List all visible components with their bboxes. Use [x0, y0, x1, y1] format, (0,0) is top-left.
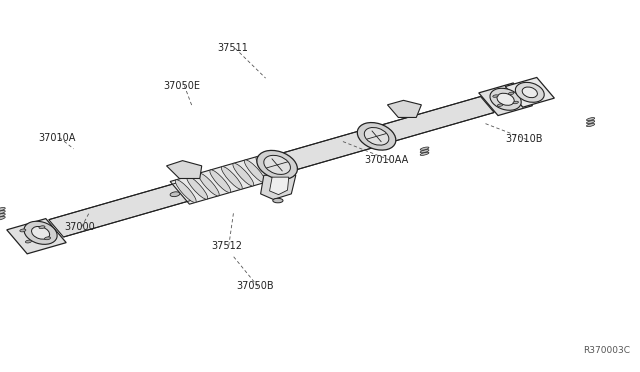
Bar [377, 96, 494, 142]
Ellipse shape [187, 176, 208, 199]
Ellipse shape [257, 150, 298, 179]
Bar [479, 83, 532, 116]
Ellipse shape [0, 208, 5, 211]
Ellipse shape [586, 121, 595, 124]
Ellipse shape [26, 240, 31, 243]
Bar [275, 130, 376, 172]
Ellipse shape [515, 82, 544, 102]
Ellipse shape [0, 211, 5, 214]
Ellipse shape [497, 104, 503, 106]
Polygon shape [260, 175, 296, 199]
Ellipse shape [586, 118, 595, 121]
Text: 37050B: 37050B [237, 282, 275, 291]
Ellipse shape [357, 122, 396, 150]
Ellipse shape [420, 152, 429, 155]
Ellipse shape [273, 198, 283, 203]
Ellipse shape [170, 192, 180, 197]
Text: 37010B: 37010B [506, 135, 543, 144]
Bar [7, 219, 66, 254]
Ellipse shape [420, 147, 429, 150]
Ellipse shape [586, 124, 595, 126]
Bar [170, 155, 282, 204]
Ellipse shape [364, 128, 389, 145]
Text: 37511: 37511 [218, 44, 248, 53]
Ellipse shape [493, 95, 498, 97]
Ellipse shape [45, 237, 51, 240]
Ellipse shape [210, 170, 231, 193]
Ellipse shape [522, 87, 538, 98]
Ellipse shape [0, 217, 5, 220]
Ellipse shape [420, 150, 429, 153]
Ellipse shape [31, 227, 50, 239]
Text: 37010A: 37010A [38, 133, 76, 142]
Polygon shape [387, 100, 421, 118]
Polygon shape [166, 161, 202, 179]
Ellipse shape [198, 173, 220, 196]
Ellipse shape [497, 93, 515, 105]
Ellipse shape [39, 226, 45, 229]
Ellipse shape [264, 155, 291, 174]
Ellipse shape [513, 101, 518, 104]
Ellipse shape [24, 221, 57, 244]
Bar [505, 77, 554, 107]
Ellipse shape [233, 163, 254, 186]
Ellipse shape [244, 160, 266, 183]
Text: 37010AA: 37010AA [365, 155, 409, 165]
Ellipse shape [175, 180, 196, 202]
Ellipse shape [221, 167, 243, 189]
Ellipse shape [256, 157, 277, 179]
Ellipse shape [0, 214, 5, 217]
Polygon shape [269, 177, 289, 195]
Ellipse shape [20, 229, 26, 232]
Bar [49, 182, 194, 237]
Ellipse shape [508, 92, 514, 94]
Text: 37512: 37512 [211, 241, 242, 250]
Ellipse shape [490, 88, 521, 110]
Text: 37000: 37000 [64, 222, 95, 232]
Text: R370003C: R370003C [584, 346, 630, 355]
Text: 37050E: 37050E [163, 81, 200, 90]
